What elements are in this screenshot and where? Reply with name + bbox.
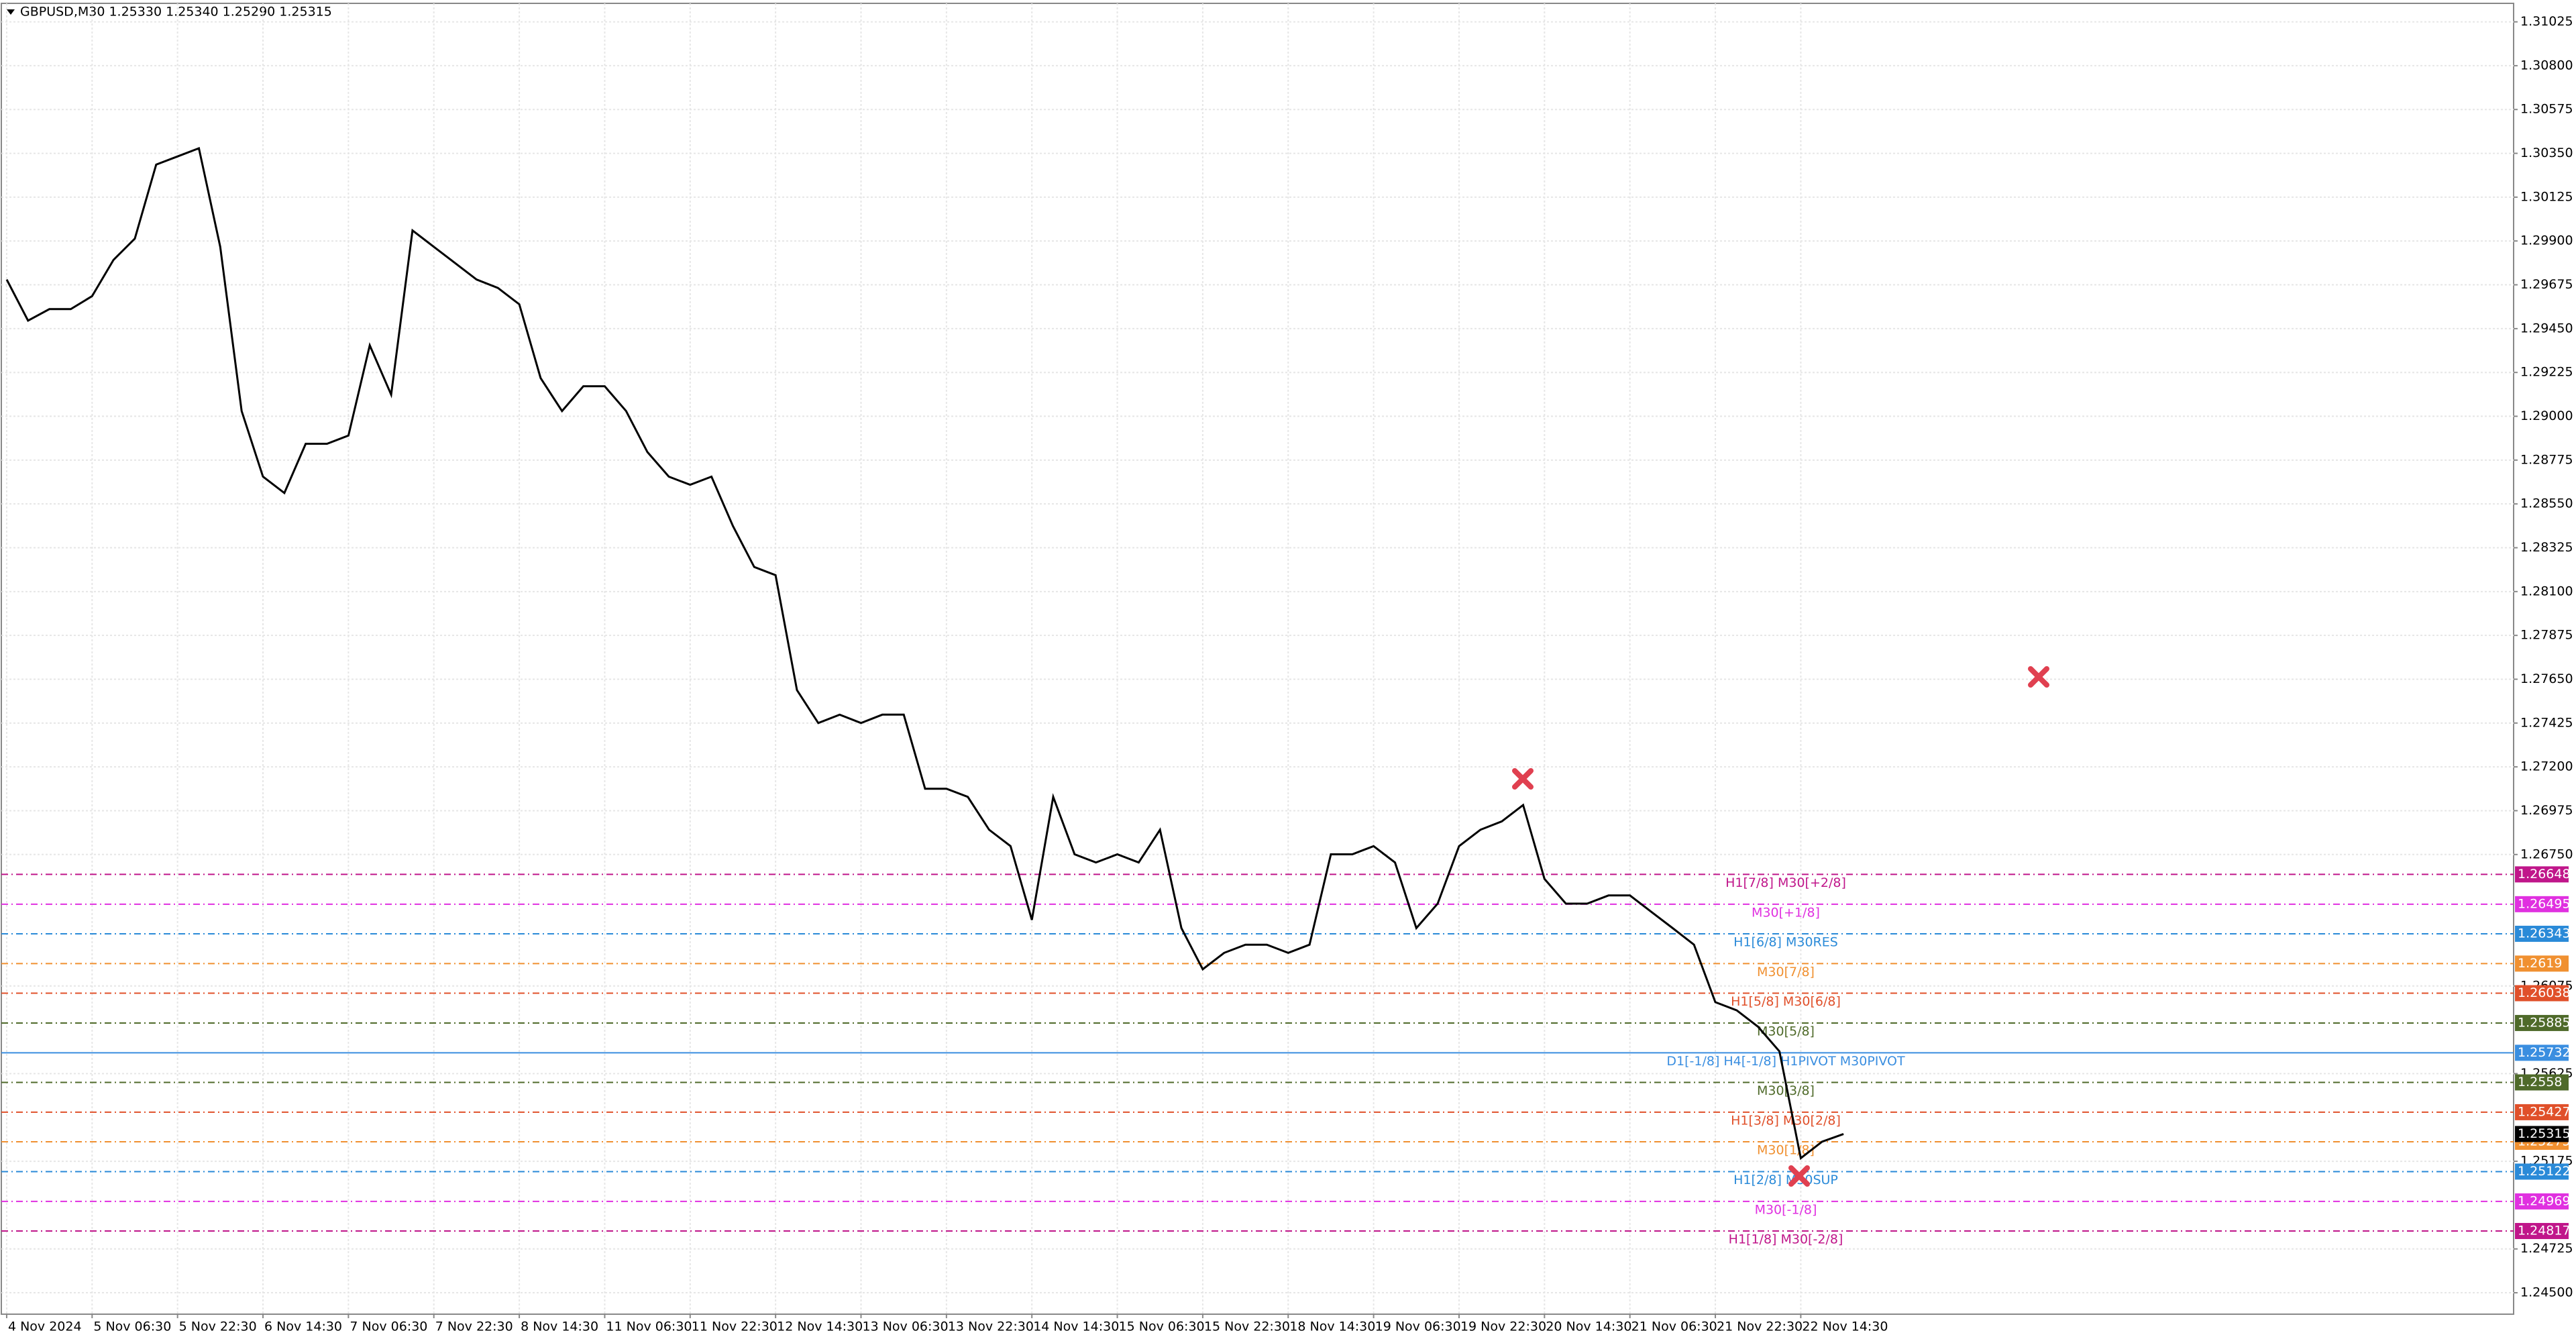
y-tick-label: 1.31025 <box>2520 14 2573 29</box>
x-tick-label: 12 Nov 14:30 <box>777 1320 863 1334</box>
x-tick-label: 11 Nov 22:30 <box>692 1320 777 1334</box>
price-tag <box>2515 1045 2569 1061</box>
price-tag <box>2515 1163 2569 1180</box>
x-tick-label: 15 Nov 22:30 <box>1204 1320 1290 1334</box>
price-tag-label: 1.25732 <box>2518 1045 2571 1060</box>
y-tick-label: 1.24500 <box>2520 1285 2573 1300</box>
y-tick-label: 1.29675 <box>2520 277 2573 292</box>
y-tick-label: 1.29450 <box>2520 321 2573 335</box>
level-label: M30[7/8] <box>1757 965 1815 979</box>
x-tick-label: 14 Nov 14:30 <box>1033 1320 1119 1334</box>
x-tick-label: 13 Nov 22:30 <box>948 1320 1034 1334</box>
price-line <box>5 146 1844 1161</box>
y-tick-label: 1.27200 <box>2520 759 2573 774</box>
level-label: M30[5/8] <box>1757 1024 1815 1038</box>
price-tag-label: 1.26648 <box>2518 867 2571 881</box>
price-tag-label: 1.26343 <box>2518 926 2571 941</box>
price-tag <box>2515 955 2569 972</box>
price-tag-label: 1.26495 <box>2518 896 2571 911</box>
current-price-label: 1.25315 <box>2518 1126 2571 1141</box>
x-tick-label: 21 Nov 22:30 <box>1717 1320 1803 1334</box>
level-label: M30[+1/8] <box>1752 905 1820 920</box>
level-label: D1[-1/8] H4[-1/8] H1PIVOT M30PIVOT <box>1666 1054 1905 1069</box>
y-tick-label: 1.28550 <box>2520 496 2573 511</box>
y-tick-label: 1.29000 <box>2520 409 2573 423</box>
x-tick-label: 5 Nov 22:30 <box>179 1320 257 1334</box>
y-tick-label: 1.28325 <box>2520 540 2573 555</box>
y-tick-label: 1.30800 <box>2520 58 2573 72</box>
x-tick-label: 15 Nov 06:30 <box>1119 1320 1205 1334</box>
price-tag <box>2515 925 2569 942</box>
y-tick-label: 1.30125 <box>2520 189 2573 204</box>
price-tag-label: 1.24969 <box>2518 1193 2571 1208</box>
level-label: H1[6/8] M30RES <box>1733 934 1838 949</box>
y-tick-label: 1.26975 <box>2520 803 2573 818</box>
y-tick-label: 1.27650 <box>2520 672 2573 686</box>
level-label: M30[-1/8] <box>1755 1202 1817 1217</box>
price-tag-label: 1.24817 <box>2518 1224 2571 1238</box>
price-tag-label: 1.25122 <box>2518 1164 2571 1179</box>
price-tag <box>2515 1014 2569 1031</box>
x-tick-label: 6 Nov 14:30 <box>264 1320 342 1334</box>
level-label: H1[7/8] M30[+2/8] <box>1725 875 1846 890</box>
y-tick-label: 1.26750 <box>2520 847 2573 861</box>
x-tick-label: 4 Nov 2024 <box>8 1320 82 1334</box>
x-tick-label: 7 Nov 06:30 <box>350 1320 427 1334</box>
price-tag-label: 1.26038 <box>2518 985 2571 1000</box>
x-tick-label: 7 Nov 22:30 <box>435 1320 513 1334</box>
y-tick-label: 1.29900 <box>2520 233 2573 248</box>
x-tick-label: 19 Nov 06:30 <box>1375 1320 1461 1334</box>
x-marker <box>1788 1165 1810 1187</box>
price-tag-label: 1.25885 <box>2518 1015 2571 1030</box>
level-label: H1[1/8] M30[-2/8] <box>1729 1232 1843 1247</box>
x-marker <box>2028 666 2049 688</box>
x-marker <box>1512 768 1534 790</box>
level-label: H1[2/8] M30SUP <box>1733 1173 1838 1187</box>
price-tag <box>2515 985 2569 1002</box>
menu-arrow[interactable] <box>7 9 15 15</box>
y-tick-label: 1.27875 <box>2520 628 2573 643</box>
x-tick-label: 13 Nov 06:30 <box>862 1320 948 1334</box>
chart-title: GBPUSD,M30 1.25330 1.25340 1.25290 1.253… <box>20 5 332 19</box>
markers <box>1512 666 2049 1187</box>
y-tick-label: 1.30575 <box>2520 102 2573 117</box>
price-tag <box>2515 1223 2569 1240</box>
x-tick-label: 19 Nov 22:30 <box>1460 1320 1546 1334</box>
level-label: H1[5/8] M30[6/8] <box>1731 994 1841 1009</box>
x-tick-label: 11 Nov 06:30 <box>606 1320 692 1334</box>
x-tick-label: 5 Nov 06:30 <box>93 1320 171 1334</box>
price-tag <box>2515 1104 2569 1120</box>
y-tick-label: 1.29225 <box>2520 365 2573 380</box>
x-tick-label: 8 Nov 14:30 <box>521 1320 598 1334</box>
x-tick-label: 20 Nov 14:30 <box>1546 1320 1631 1334</box>
price-tag <box>2515 866 2569 883</box>
current-price-tag <box>2515 1126 2569 1142</box>
y-tick-label: 1.27425 <box>2520 715 2573 730</box>
x-tick-label: 21 Nov 06:30 <box>1631 1320 1717 1334</box>
x-tick-label: 22 Nov 14:30 <box>1802 1320 1888 1334</box>
y-tick-label: 1.30350 <box>2520 146 2573 160</box>
price-tag <box>2515 896 2569 912</box>
plot-frame <box>1 3 2514 1315</box>
price-tag-label: 1.25427 <box>2518 1104 2571 1119</box>
y-tick-label: 1.28100 <box>2520 584 2573 598</box>
y-tick-label: 1.28775 <box>2520 452 2573 467</box>
level-label: M30[3/8] <box>1757 1083 1815 1098</box>
x-tick-label: 18 Nov 14:30 <box>1289 1320 1375 1334</box>
y-tick-label: 1.24725 <box>2520 1241 2573 1256</box>
price-tag-label: 1.2558 <box>2518 1075 2562 1089</box>
price-tag-label: 1.2619 <box>2518 956 2562 971</box>
price-tag <box>2515 1074 2569 1091</box>
price-tag <box>2515 1193 2569 1210</box>
level-label: H1[3/8] M30[2/8] <box>1731 1113 1841 1128</box>
